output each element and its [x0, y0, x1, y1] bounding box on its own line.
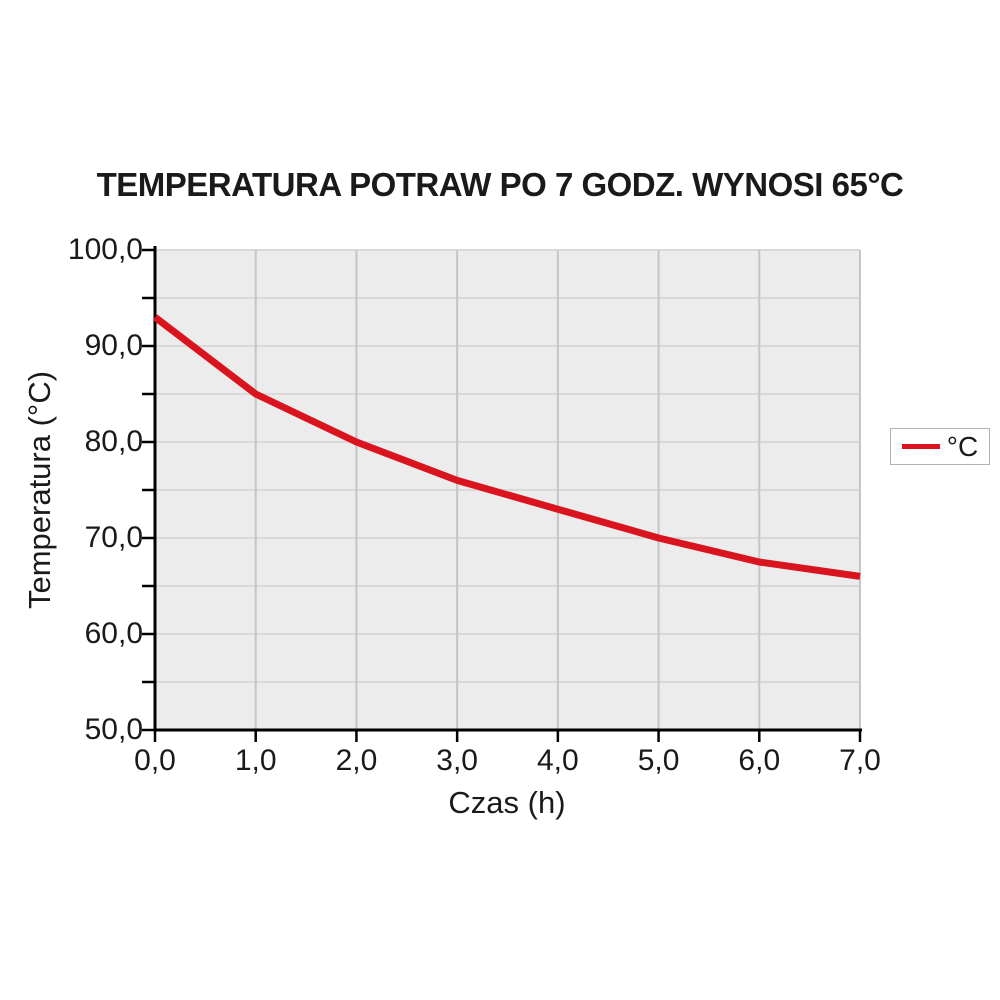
- x-tick-label: 2,0: [335, 744, 378, 777]
- x-tick-label: 7,0: [839, 744, 881, 777]
- x-tick-label: 6,0: [738, 744, 781, 777]
- y-tick-label: 80,0: [84, 425, 143, 458]
- y-tick-label: 60,0: [84, 617, 143, 650]
- x-tick-label: 5,0: [637, 744, 680, 777]
- x-tick-label: 4,0: [536, 744, 579, 777]
- y-tick-label: 90,0: [84, 329, 143, 362]
- y-tick-label: 100,0: [67, 233, 143, 266]
- y-tick-label: 50,0: [84, 713, 143, 746]
- legend-label: °C: [946, 430, 979, 462]
- temperature-series-line: [152, 314, 861, 580]
- y-tick-label: 70,0: [84, 521, 143, 554]
- legend-line-swatch: [901, 444, 940, 449]
- y-axis-title: Temperatura (°C): [22, 370, 57, 610]
- x-tick-label: 0,0: [134, 744, 176, 777]
- x-tick-label: 3,0: [436, 744, 478, 777]
- x-axis-title: Czas (h): [448, 785, 566, 820]
- x-tick-label: 1,0: [234, 744, 277, 777]
- chart-title: TEMPERATURA POTRAW PO 7 GODZ. WYNOSI 65°…: [96, 166, 904, 203]
- legend: °C: [890, 428, 990, 465]
